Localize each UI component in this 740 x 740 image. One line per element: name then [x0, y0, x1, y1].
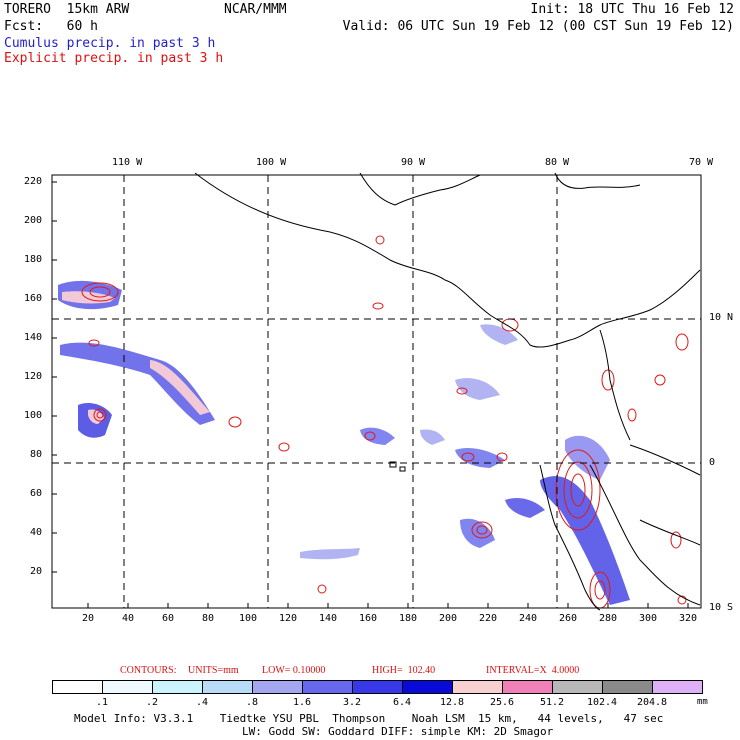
- colorbar-tick-label: .1: [95, 697, 109, 708]
- y-label: 120: [24, 371, 43, 382]
- y-label: 200: [24, 215, 43, 226]
- contours-interval: INTERVAL=X 4.0000: [486, 665, 580, 676]
- org-label: NCAR/MMM: [224, 2, 287, 17]
- colorbar-tick-label: 102.4: [586, 697, 618, 708]
- y-label: 140: [24, 332, 43, 343]
- y-label: 80: [30, 449, 43, 460]
- x-label: 160: [359, 613, 378, 624]
- coastlines: [194, 172, 701, 611]
- x-label: 80: [202, 613, 215, 624]
- lat-label-10n: 10 N: [709, 312, 734, 323]
- lon-label-110w: 110 W: [112, 157, 143, 168]
- x-label: 120: [279, 613, 298, 624]
- colorbar-tick-label: .2: [145, 697, 159, 708]
- colorbar-swatch: [452, 680, 503, 694]
- y-label: 20: [30, 566, 43, 577]
- colorbar-swatch: [102, 680, 153, 694]
- contours-units: UNITS=mm: [188, 665, 239, 676]
- colorbar-swatch: [402, 680, 453, 694]
- colorbar-tick-label: 25.6: [489, 697, 515, 708]
- y-label: 180: [24, 254, 43, 265]
- y-label: 100: [24, 410, 43, 421]
- lat-label-0: 0: [709, 457, 716, 468]
- colorbar-swatch: [152, 680, 203, 694]
- colorbar-tick-label: 12.8: [439, 697, 465, 708]
- x-label: 180: [399, 613, 418, 624]
- cumulus-precip-shading: [58, 280, 630, 605]
- colorbar-unit: mm: [697, 697, 708, 707]
- model-info-line2: LW: Godd SW: Goddard DIFF: simple KM: 2D…: [242, 725, 554, 738]
- legend-cumulus: Cumulus precip. in past 3 h: [4, 36, 216, 51]
- y-label: 60: [30, 488, 43, 499]
- forecast-hour: Fcst: 60 h: [4, 19, 98, 34]
- lon-label-100w: 100 W: [256, 157, 287, 168]
- lon-label-80w: 80 W: [545, 157, 570, 168]
- y-label: 160: [24, 293, 43, 304]
- x-label: 220: [479, 613, 498, 624]
- model-title: TORERO 15km ARW: [4, 2, 130, 17]
- colorbar-tick-label: 51.2: [539, 697, 565, 708]
- valid-time: Valid: 06 UTC Sun 19 Feb 12 (00 CST Sun …: [342, 19, 734, 34]
- colorbar-swatch: [602, 680, 653, 694]
- explicit-precip-contours: [81, 235, 689, 609]
- x-label: 20: [82, 613, 95, 624]
- colorbar-tick-label: 6.4: [392, 697, 412, 708]
- x-label: 240: [519, 613, 538, 624]
- x-label: 280: [599, 613, 618, 624]
- colorbar-tick-label: .4: [195, 697, 209, 708]
- x-label: 60: [162, 613, 175, 624]
- colorbar-tick-label: 3.2: [342, 697, 362, 708]
- colorbar-swatch: [652, 680, 703, 694]
- x-label: 100: [239, 613, 258, 624]
- colorbar-swatch: [52, 680, 103, 694]
- colorbar-swatch: [552, 680, 603, 694]
- colorbar-swatch: [252, 680, 303, 694]
- colorbar-swatch: [202, 680, 253, 694]
- lat-label-10s: 10 S: [709, 602, 734, 613]
- colorbar-tick-label: 204.8: [636, 697, 668, 708]
- contours-low: LOW= 0.10000: [262, 665, 326, 676]
- x-label: 300: [639, 613, 658, 624]
- colorbar-tick-label: 1.6: [292, 697, 312, 708]
- x-label: 200: [439, 613, 458, 624]
- lat-lon-grid: [52, 175, 701, 608]
- contours-high: HIGH= 102.40: [372, 665, 436, 676]
- map-frame: [51, 174, 702, 609]
- x-label: 40: [122, 613, 135, 624]
- lon-label-90w: 90 W: [401, 157, 426, 168]
- y-label: 40: [30, 527, 43, 538]
- x-label: 320: [679, 613, 698, 624]
- contours-label: CONTOURS:: [120, 665, 177, 676]
- colorbar-tick-label: .8: [245, 697, 259, 708]
- x-label: 140: [319, 613, 338, 624]
- init-time: Init: 18 UTC Thu 16 Feb 12: [530, 2, 735, 17]
- legend-explicit: Explicit precip. in past 3 h: [4, 51, 224, 66]
- lon-label-70w: 70 W: [689, 157, 714, 168]
- colorbar-swatch: [352, 680, 403, 694]
- colorbar-swatch: [502, 680, 553, 694]
- model-info-line1: Model Info: V3.3.1 Tiedtke YSU PBL Thomp…: [74, 712, 664, 725]
- colorbar-swatch: [302, 680, 353, 694]
- x-label: 260: [559, 613, 578, 624]
- y-label: 220: [24, 176, 43, 187]
